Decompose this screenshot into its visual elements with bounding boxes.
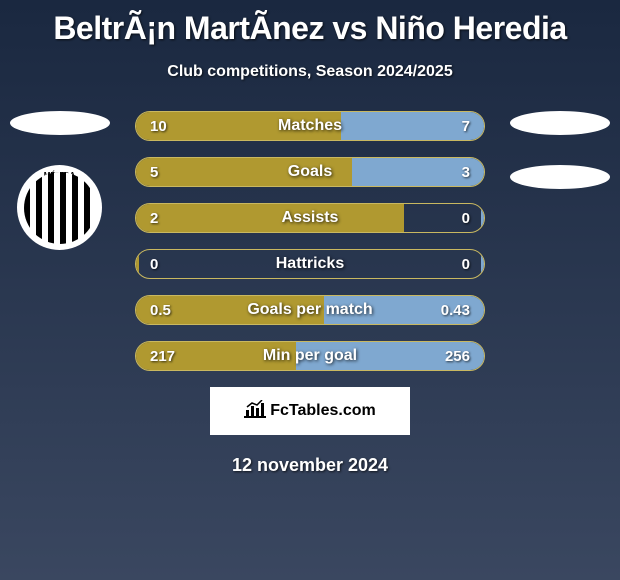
stat-label: Goals [136,158,484,186]
comparison-card: BeltrÃ¡n MartÃ­nez vs Niño Heredia Club … [0,0,620,580]
stat-label: Hattricks [136,250,484,278]
stat-row: 53Goals [135,157,485,187]
badge-stripes [24,172,96,244]
stat-label: Assists [136,204,484,232]
stat-row: 217256Min per goal [135,341,485,371]
main-content: MÉRIDA 107Matches 53Goals 20Assists 00Hattr… [0,111,620,371]
source-logo: FcTables.com [210,387,410,435]
stat-label: Goals per match [136,296,484,324]
player-left-column: MÉRIDA [10,111,110,250]
stat-row: 0.50.43Goals per match [135,295,485,325]
logo-text: FcTables.com [270,402,376,420]
page-title: BeltrÃ¡n MartÃ­nez vs Niño Heredia [0,0,620,47]
subtitle: Club competitions, Season 2024/2025 [0,63,620,81]
stat-row: 20Assists [135,203,485,233]
stat-row: 107Matches [135,111,485,141]
player-left-club-badge: MÉRIDA [17,165,102,250]
player-left-avatar-placeholder [10,111,110,135]
player-right-avatar-placeholder-1 [510,111,610,135]
date-text: 12 november 2024 [0,455,620,476]
stat-row: 00Hattricks [135,249,485,279]
player-right-column [510,111,610,219]
player-right-avatar-placeholder-2 [510,165,610,189]
stat-bars-container: 107Matches 53Goals 20Assists 00Hattricks 0.5… [135,111,485,371]
chart-icon [244,400,266,423]
stat-label: Matches [136,112,484,140]
stat-label: Min per goal [136,342,484,370]
